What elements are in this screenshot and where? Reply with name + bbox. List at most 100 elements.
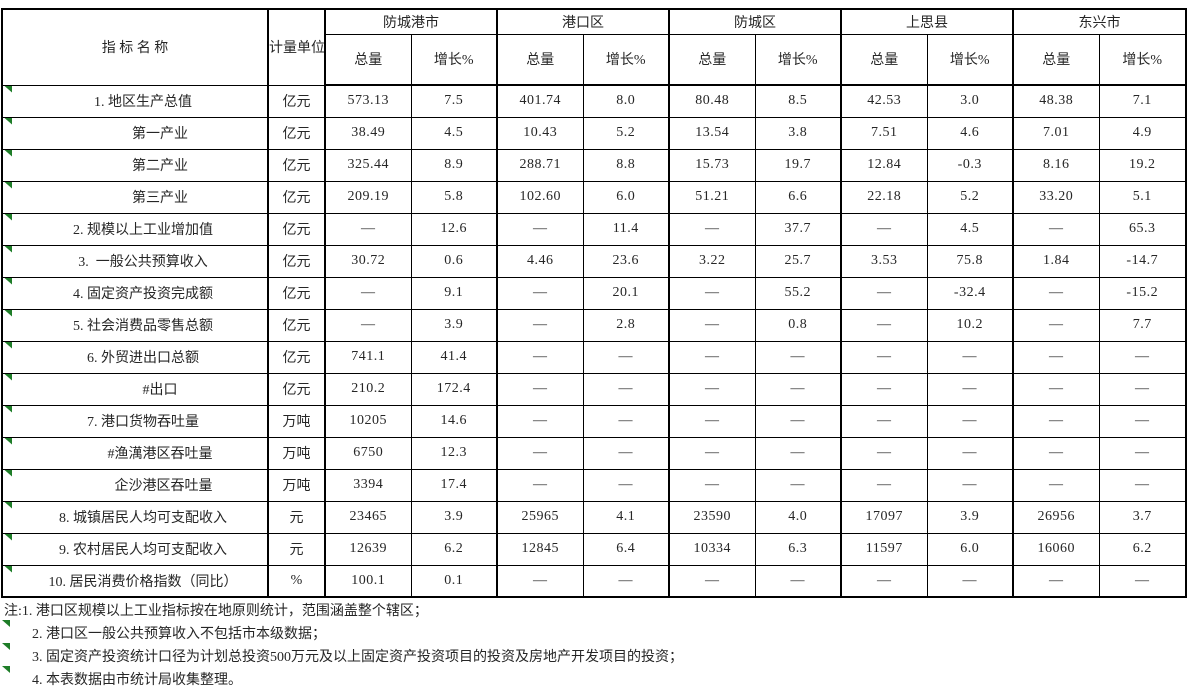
growth-value-cell: 19.7 bbox=[754, 148, 842, 182]
growth-value-cell: 8.8 bbox=[582, 148, 670, 182]
growth-value-cell: — bbox=[926, 340, 1014, 374]
indicator-name-label: 8. 城镇居民人均可支配收入 bbox=[59, 511, 227, 526]
growth-value-cell: 7.5 bbox=[410, 84, 498, 118]
unit-cell: 万吨 bbox=[267, 436, 326, 470]
growth-value-cell: — bbox=[1098, 340, 1187, 374]
unit-cell: 元 bbox=[267, 532, 326, 566]
subheader-row: 总量 增长% 总量 增长% 总量 增长% 总量 增长% 总量 增长% bbox=[2, 33, 1187, 86]
growth-value-cell: 4.5 bbox=[410, 116, 498, 150]
total-value-cell: 15.73 bbox=[668, 148, 756, 182]
total-value-cell: 12639 bbox=[324, 532, 412, 566]
indicator-name-cell: 6. 外贸进出口总额 bbox=[1, 340, 269, 374]
total-value-cell: — bbox=[496, 340, 584, 374]
growth-value-cell: 7.1 bbox=[1098, 84, 1187, 118]
table-row: 8. 城镇居民人均可支配收入元 23465 3.9 25965 4.1 23590 4.0 1… bbox=[1, 500, 1187, 534]
growth-value-cell: — bbox=[754, 404, 842, 438]
total-value-cell: 13.54 bbox=[668, 116, 756, 150]
footnotes: 注:1. 港口区规模以上工业指标按在地原则统计，范围涵盖整个辖区； 2. 港口区一… bbox=[2, 600, 1184, 690]
total-value-cell: — bbox=[1012, 212, 1100, 246]
indicator-name-cell: 2. 规模以上工业增加值 bbox=[1, 212, 269, 246]
total-value-cell: — bbox=[324, 308, 412, 342]
total-value-cell: — bbox=[668, 340, 756, 374]
total-value-cell: 10.43 bbox=[496, 116, 584, 150]
growth-value-cell: — bbox=[754, 564, 842, 598]
green-flag-triangle-icon bbox=[4, 566, 12, 573]
growth-value-cell: -15.2 bbox=[1098, 276, 1187, 310]
indicator-name-label: 第一产业 bbox=[132, 127, 188, 142]
total-value-cell: — bbox=[840, 212, 928, 246]
footnote-line: 4. 本表数据由市统计局收集整理。 bbox=[2, 666, 1184, 690]
growth-value-cell: 10.2 bbox=[926, 308, 1014, 342]
indicator-name-label: 第三产业 bbox=[132, 191, 188, 206]
total-value-cell: 325.44 bbox=[324, 148, 412, 182]
growth-subheader: 增长% bbox=[582, 33, 670, 86]
unit-cell: 万吨 bbox=[267, 404, 326, 438]
green-flag-triangle-icon bbox=[4, 278, 12, 285]
total-value-cell: 23465 bbox=[324, 500, 412, 534]
total-value-cell: 11597 bbox=[840, 532, 928, 566]
total-value-cell: 573.13 bbox=[324, 84, 412, 118]
total-value-cell: 17097 bbox=[840, 500, 928, 534]
total-value-cell: 7.01 bbox=[1012, 116, 1100, 150]
unit-cell: 亿元 bbox=[267, 308, 326, 342]
growth-value-cell: 5.2 bbox=[926, 180, 1014, 214]
growth-value-cell: — bbox=[926, 436, 1014, 470]
total-value-cell: 42.53 bbox=[840, 84, 928, 118]
footnote-text: 4. 本表数据由市统计局收集整理。 bbox=[32, 673, 242, 688]
indicator-name-label: 第二产业 bbox=[132, 159, 188, 174]
green-flag-triangle-icon bbox=[4, 406, 12, 413]
growth-value-cell: 12.6 bbox=[410, 212, 498, 246]
total-value-cell: — bbox=[668, 308, 756, 342]
indicator-name-cell: 8. 城镇居民人均可支配收入 bbox=[1, 500, 269, 534]
growth-value-cell: 6.0 bbox=[926, 532, 1014, 566]
growth-value-cell: 6.3 bbox=[754, 532, 842, 566]
green-flag-triangle-icon bbox=[4, 438, 12, 445]
growth-value-cell: 19.2 bbox=[1098, 148, 1187, 182]
green-flag-triangle-icon bbox=[4, 86, 12, 93]
indicator-name-cell: #出口 bbox=[1, 372, 269, 406]
total-value-cell: — bbox=[496, 436, 584, 470]
total-value-cell: — bbox=[840, 436, 928, 470]
total-value-cell: — bbox=[1012, 468, 1100, 502]
growth-value-cell: — bbox=[582, 436, 670, 470]
total-value-cell: — bbox=[840, 340, 928, 374]
footnote-text: 3. 固定资产投资统计口径为计划总投资500万元及以上固定资产投资项目的投资及房… bbox=[32, 650, 683, 665]
growth-value-cell: — bbox=[926, 468, 1014, 502]
region-header-dongxing-city: 东兴市 bbox=[1012, 8, 1187, 35]
table-row: 4. 固定资产投资完成额 亿元 —9.1—20.1—55.2— -32.4— -15.2 bbox=[1, 276, 1187, 310]
growth-value-cell: — bbox=[582, 468, 670, 502]
growth-value-cell: 3.7 bbox=[1098, 500, 1187, 534]
growth-value-cell: 9.1 bbox=[410, 276, 498, 310]
growth-value-cell: 41.4 bbox=[410, 340, 498, 374]
growth-value-cell: 6.6 bbox=[754, 180, 842, 214]
indicator-name-label: 9. 农村居民人均可支配收入 bbox=[59, 543, 227, 558]
total-value-cell: — bbox=[1012, 372, 1100, 406]
table-row: #出口 亿元 210.2 172.4— — — — — — — — bbox=[1, 372, 1187, 406]
green-flag-triangle-icon bbox=[4, 502, 12, 509]
table-row: 第二产业 亿元 325.44 8.9 288.71 8.8 15.73 19.7 12.84 -0… bbox=[1, 148, 1187, 182]
indicator-name-label: #出口 bbox=[142, 383, 178, 398]
growth-value-cell: 3.9 bbox=[410, 500, 498, 534]
growth-value-cell: 4.0 bbox=[754, 500, 842, 534]
green-flag-triangle-icon bbox=[4, 182, 12, 189]
growth-subheader: 增长% bbox=[926, 33, 1014, 86]
growth-value-cell: 4.9 bbox=[1098, 116, 1187, 150]
growth-value-cell: 65.3 bbox=[1098, 212, 1187, 246]
table-row: 第三产业 亿元 209.19 5.8 102.60 6.0 51.21 6.6 22.18 5.2… bbox=[1, 180, 1187, 214]
growth-value-cell: — bbox=[754, 340, 842, 374]
indicator-name-cell: #渔澫港区吞吐量 bbox=[1, 436, 269, 470]
growth-value-cell: — bbox=[582, 372, 670, 406]
growth-value-cell: 7.7 bbox=[1098, 308, 1187, 342]
growth-value-cell: 4.6 bbox=[926, 116, 1014, 150]
unit-cell: 亿元 bbox=[267, 116, 326, 150]
total-value-cell: 23590 bbox=[668, 500, 756, 534]
region-header-gangkou-district: 港口区 bbox=[496, 8, 670, 35]
growth-value-cell: 4.1 bbox=[582, 500, 670, 534]
footnote-text: 2. 港口区一般公共预算收入不包括市本级数据； bbox=[32, 627, 326, 642]
total-value-cell: 16060 bbox=[1012, 532, 1100, 566]
growth-value-cell: — bbox=[926, 404, 1014, 438]
indicator-name-label: 5. 社会消费品零售总额 bbox=[73, 319, 213, 334]
total-value-cell: — bbox=[496, 372, 584, 406]
total-value-cell: — bbox=[668, 468, 756, 502]
total-value-cell: — bbox=[496, 468, 584, 502]
